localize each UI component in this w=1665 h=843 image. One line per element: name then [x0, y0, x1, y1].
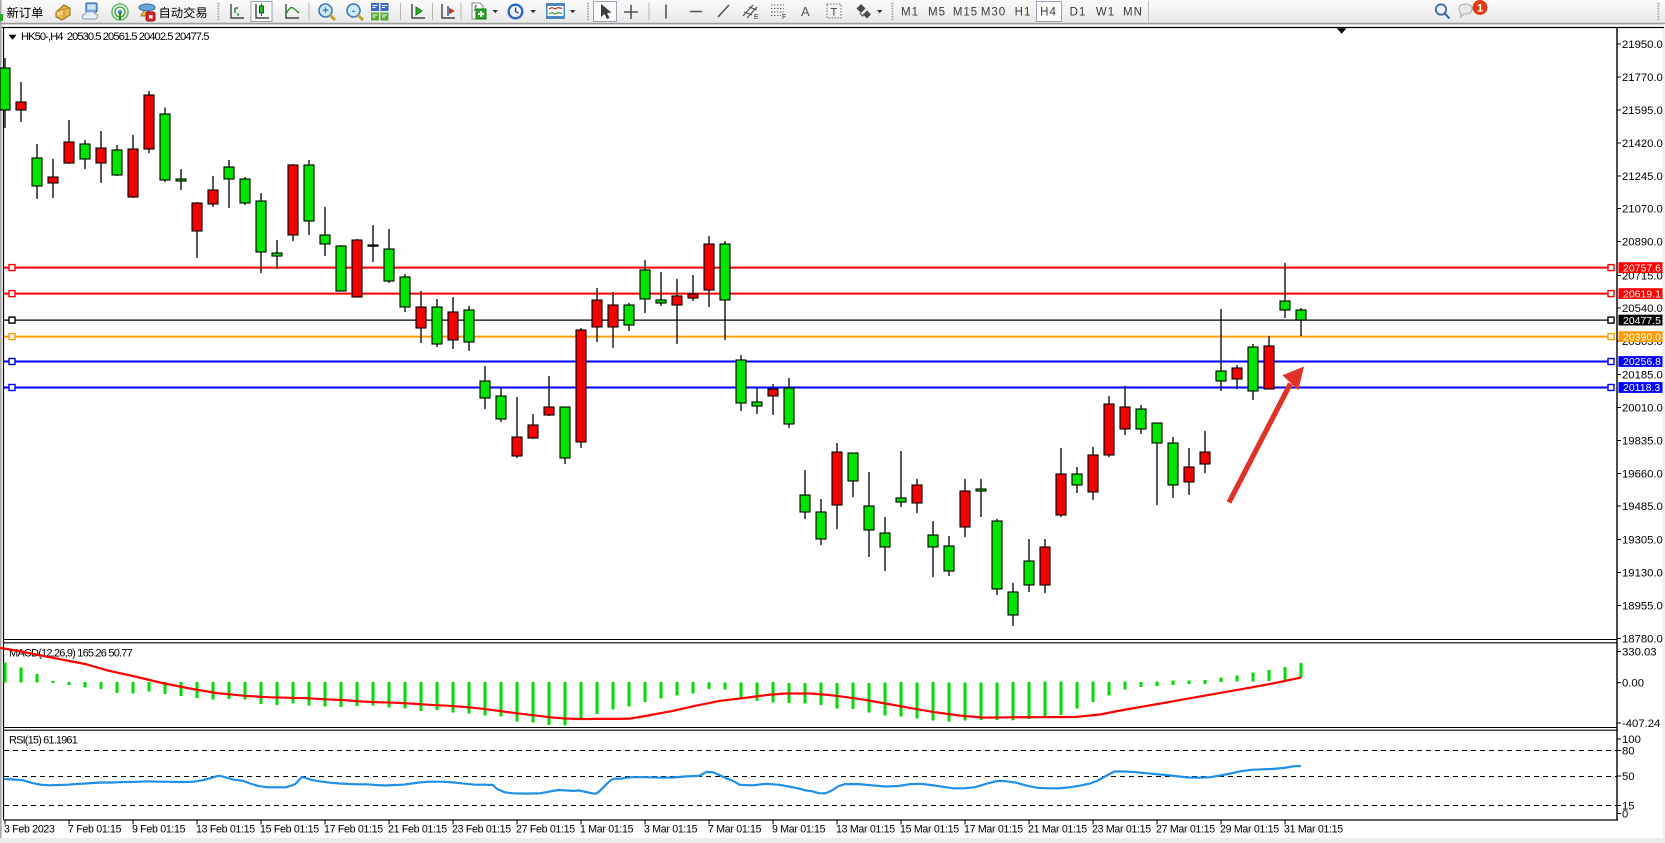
svg-text:20185.0: 20185.0 [1622, 370, 1663, 382]
svg-text:20256.8: 20256.8 [1623, 356, 1661, 368]
svg-text:21770.0: 21770.0 [1622, 72, 1663, 84]
svg-text:19130.0: 19130.0 [1622, 568, 1663, 580]
svg-text:20757.6: 20757.6 [1623, 262, 1661, 274]
svg-text:19660.0: 19660.0 [1622, 469, 1663, 481]
svg-text:23 Mar 01:15: 23 Mar 01:15 [1092, 824, 1151, 836]
svg-text:27 Mar 01:15: 27 Mar 01:15 [1156, 824, 1215, 836]
svg-text:1: 1 [1477, 3, 1483, 15]
svg-text:0: 0 [1622, 809, 1628, 821]
svg-text:D1: D1 [1070, 7, 1087, 19]
svg-text:3 Mar 01:15: 3 Mar 01:15 [644, 824, 698, 836]
svg-text:18780.0: 18780.0 [1622, 634, 1663, 646]
svg-text:20715.0: 20715.0 [1622, 271, 1663, 283]
svg-text:18955.0: 18955.0 [1622, 601, 1663, 613]
svg-text:50: 50 [1622, 771, 1635, 783]
svg-text:17 Mar 01:15: 17 Mar 01:15 [964, 824, 1023, 836]
svg-text:80: 80 [1622, 746, 1635, 758]
svg-text:9 Feb 01:15: 9 Feb 01:15 [132, 824, 186, 836]
svg-text:15 Feb 01:15: 15 Feb 01:15 [260, 824, 319, 836]
svg-text:1 Mar 01:15: 1 Mar 01:15 [580, 824, 634, 836]
svg-text:20540.0: 20540.0 [1622, 303, 1663, 315]
svg-text:M1: M1 [901, 7, 919, 19]
svg-text:H1: H1 [1015, 7, 1032, 19]
svg-text:20890.0: 20890.0 [1622, 237, 1663, 249]
svg-text:21070.0: 21070.0 [1622, 204, 1663, 216]
svg-text:HK50-,H4 20530.5 20561.5 2040: HK50-,H4 20530.5 20561.5 20402.5 20477.5 [21, 31, 209, 43]
svg-text:13 Mar 01:15: 13 Mar 01:15 [836, 824, 895, 836]
svg-text:7 Mar 01:15: 7 Mar 01:15 [708, 824, 762, 836]
svg-text:M30: M30 [981, 7, 1006, 19]
svg-text:H4: H4 [1040, 7, 1057, 19]
svg-text:M15: M15 [953, 7, 978, 19]
svg-text:21950.0: 21950.0 [1622, 39, 1663, 51]
svg-text:7 Feb 01:15: 7 Feb 01:15 [68, 824, 122, 836]
svg-text:M5: M5 [928, 7, 946, 19]
svg-text:3 Feb 2023: 3 Feb 2023 [4, 824, 55, 836]
svg-text:21420.0: 21420.0 [1622, 138, 1663, 150]
svg-text:23 Feb 01:15: 23 Feb 01:15 [452, 824, 511, 836]
svg-text:20390.0: 20390.0 [1623, 331, 1661, 343]
svg-text:RSI(15) 61.1961: RSI(15) 61.1961 [9, 735, 78, 747]
svg-text:E: E [754, 14, 759, 21]
svg-text:19305.0: 19305.0 [1622, 535, 1663, 547]
svg-text:21 Feb 01:15: 21 Feb 01:15 [388, 824, 447, 836]
svg-text:21 Mar 01:15: 21 Mar 01:15 [1028, 824, 1087, 836]
svg-text:-407.24: -407.24 [1622, 718, 1660, 730]
svg-text:21245.0: 21245.0 [1622, 171, 1663, 183]
svg-text:13 Feb 01:15: 13 Feb 01:15 [196, 824, 255, 836]
svg-text:20118.3: 20118.3 [1623, 382, 1660, 394]
svg-text:0.00: 0.00 [1622, 678, 1644, 690]
svg-text:+: + [322, 5, 328, 17]
svg-text:330.03: 330.03 [1622, 647, 1657, 659]
svg-text:19835.0: 19835.0 [1622, 436, 1663, 448]
svg-text:100: 100 [1622, 734, 1641, 746]
svg-text:MN: MN [1123, 7, 1143, 19]
svg-text:29 Mar 01:15: 29 Mar 01:15 [1220, 824, 1279, 836]
svg-text:21595.0: 21595.0 [1622, 105, 1663, 117]
svg-text:20010.0: 20010.0 [1622, 403, 1663, 415]
svg-text:15: 15 [1622, 801, 1635, 813]
svg-text:19485.0: 19485.0 [1622, 501, 1663, 513]
svg-text:W1: W1 [1096, 7, 1115, 19]
svg-text:-: - [352, 5, 356, 17]
svg-text:MACD(12,26,9) 165.26 50.77: MACD(12,26,9) 165.26 50.77 [9, 648, 133, 660]
svg-text:17 Feb 01:15: 17 Feb 01:15 [324, 824, 383, 836]
svg-text:31 Mar 01:15: 31 Mar 01:15 [1284, 824, 1343, 836]
svg-text:9 Mar 01:15: 9 Mar 01:15 [772, 824, 826, 836]
svg-text:T: T [831, 7, 838, 19]
svg-text:F: F [782, 14, 786, 21]
svg-text:15 Mar 01:15: 15 Mar 01:15 [900, 824, 959, 836]
svg-text:20477.5: 20477.5 [1623, 315, 1661, 327]
svg-text:A: A [801, 4, 810, 19]
svg-text:27 Feb 01:15: 27 Feb 01:15 [516, 824, 575, 836]
svg-text:20619.1: 20619.1 [1623, 288, 1661, 300]
